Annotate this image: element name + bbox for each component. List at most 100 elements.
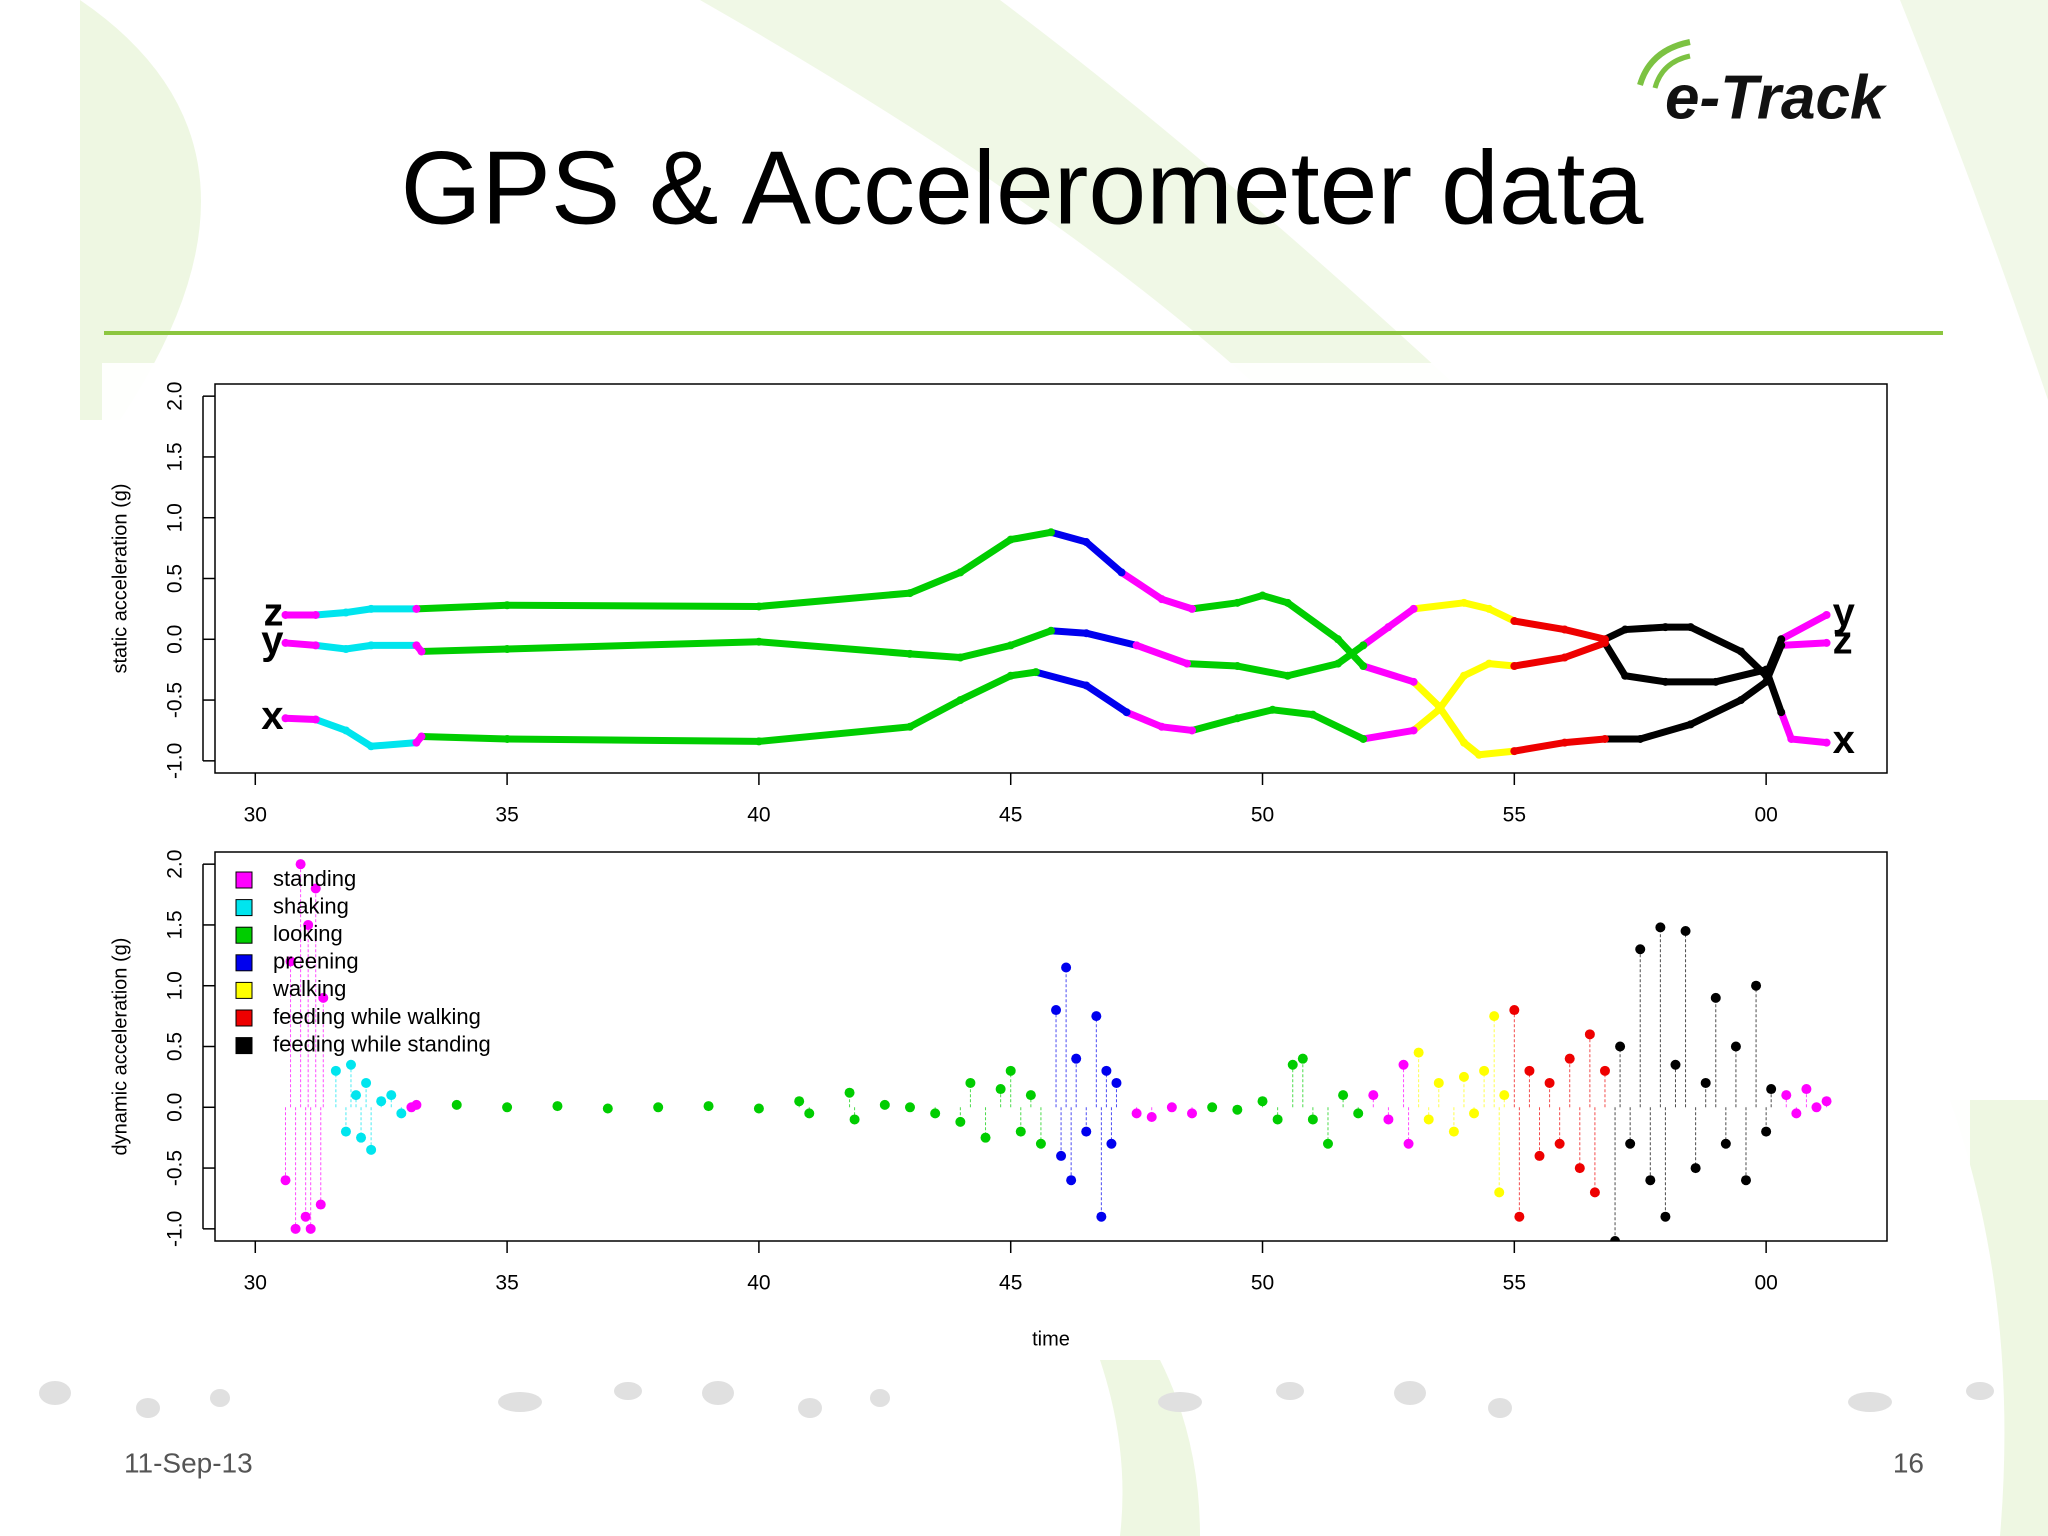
line-piece — [1334, 641, 1367, 668]
y-tick-label: 1.5 — [164, 442, 187, 471]
legend-swatch — [235, 926, 253, 944]
line-piece — [417, 733, 511, 743]
point — [1777, 635, 1786, 644]
point — [1459, 598, 1468, 607]
legend-label: preening — [273, 949, 359, 974]
point — [1182, 659, 1191, 668]
point — [1322, 1138, 1333, 1149]
point — [1730, 1041, 1741, 1052]
x-tick-label: 50 — [1251, 1272, 1274, 1295]
point — [1006, 535, 1015, 544]
point — [1736, 696, 1745, 705]
line-piece — [1359, 726, 1418, 743]
point — [1308, 710, 1317, 719]
line-piece — [1636, 720, 1695, 743]
point — [1761, 1126, 1772, 1137]
point — [1368, 1090, 1379, 1101]
line-piece — [906, 650, 964, 662]
line-piece — [956, 536, 1015, 576]
line-piece — [1269, 706, 1317, 719]
point — [1272, 1114, 1283, 1125]
plot-area — [281, 528, 1831, 759]
point — [1082, 629, 1091, 638]
point — [754, 737, 763, 746]
point — [1584, 1029, 1595, 1040]
point — [1589, 1187, 1600, 1198]
point — [1056, 1150, 1067, 1161]
legend-label: feeding while standing — [273, 1031, 491, 1056]
point — [1469, 1108, 1480, 1119]
point — [905, 722, 914, 731]
line-piece — [1284, 660, 1342, 680]
point — [804, 1108, 815, 1119]
y-tick-label: 2.0 — [164, 850, 187, 879]
point — [1489, 1011, 1500, 1022]
line-piece — [1561, 639, 1609, 662]
point — [1660, 1211, 1671, 1222]
line-piece — [417, 645, 511, 655]
y-tick-label: 1.0 — [164, 503, 187, 532]
line-piece — [1601, 639, 1629, 680]
point — [1334, 635, 1343, 644]
point — [1475, 750, 1484, 759]
point — [367, 604, 376, 613]
point — [1409, 677, 1418, 686]
point — [1655, 922, 1666, 933]
line-piece — [1359, 662, 1418, 686]
point — [1700, 1077, 1711, 1088]
point — [412, 738, 421, 747]
point — [1554, 1138, 1565, 1149]
charts: -1.0 -0.5 0.0 0.5 1.0 1.5 2.0 30 35 40 45 50 55 00 sta… — [109, 382, 1888, 1350]
line-piece — [282, 639, 320, 649]
point — [376, 1096, 387, 1107]
point — [1413, 1047, 1424, 1058]
point — [1822, 610, 1831, 619]
point — [1005, 1065, 1016, 1076]
line-piece — [367, 739, 420, 750]
line-piece — [503, 735, 763, 745]
line-piece — [1082, 538, 1126, 576]
line-piece — [1233, 706, 1277, 722]
point — [1353, 1108, 1364, 1119]
point — [1025, 1090, 1036, 1101]
plot-frame — [214, 383, 1888, 774]
point — [1661, 623, 1670, 632]
point — [386, 1090, 397, 1101]
legend-swatch — [235, 1037, 253, 1055]
x-tick-label: 35 — [495, 1272, 518, 1295]
point — [1047, 626, 1055, 635]
x-axis-title: time — [1032, 1328, 1070, 1350]
line-piece — [1410, 678, 1443, 710]
x-tick-label: 00 — [1754, 804, 1777, 827]
page-number: 16 — [1893, 1447, 1924, 1478]
point — [653, 1102, 664, 1113]
line-piece — [1787, 735, 1831, 747]
point — [367, 641, 376, 650]
series-label-start: z — [264, 591, 284, 635]
point — [330, 1065, 341, 1076]
point — [1047, 528, 1055, 537]
point — [1711, 677, 1720, 686]
line-piece — [1183, 660, 1241, 670]
x-tick-label: 40 — [747, 804, 770, 827]
line-piece — [342, 605, 375, 617]
point — [285, 956, 296, 967]
line-piece — [282, 714, 320, 724]
point — [412, 641, 421, 650]
line-piece — [906, 696, 964, 731]
point — [1187, 1108, 1198, 1119]
line-piece — [1777, 708, 1795, 743]
y-tick-label: 1.5 — [164, 910, 187, 939]
legend-label: standing — [273, 866, 356, 891]
point — [341, 608, 350, 617]
point — [1131, 1108, 1142, 1119]
point — [1661, 677, 1670, 686]
point — [451, 1099, 462, 1110]
point — [1146, 1112, 1157, 1123]
point — [1636, 734, 1645, 743]
point — [1690, 1163, 1701, 1174]
point — [1359, 662, 1368, 671]
line-piece — [1007, 627, 1055, 649]
point — [1686, 720, 1695, 729]
